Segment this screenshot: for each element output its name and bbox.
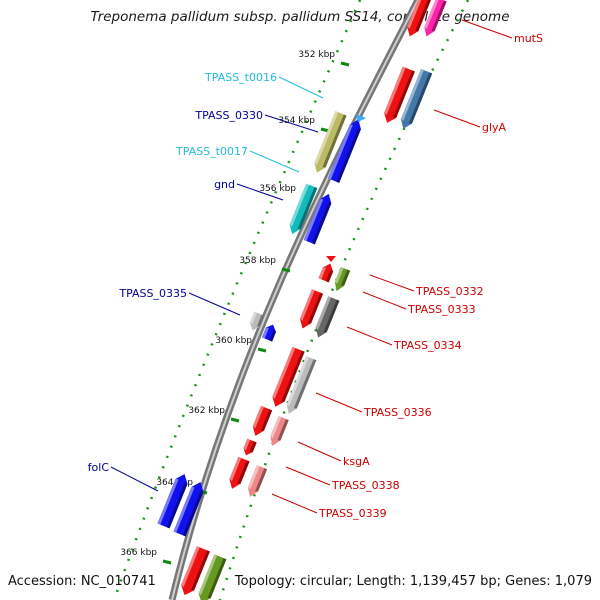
leader-line	[433, 109, 481, 128]
gene-TPASS_0332-a[interactable]	[318, 262, 336, 283]
leader-line	[271, 493, 318, 514]
leader-line	[297, 441, 342, 462]
gene-TPASS_0333-red[interactable]	[297, 289, 324, 331]
leader-line	[362, 291, 407, 310]
gene-label[interactable]: TPASS_0338	[331, 479, 400, 492]
leader-line	[110, 466, 159, 492]
tick-label: 356 kbp	[259, 184, 296, 194]
gene-label[interactable]: folC	[88, 461, 110, 474]
tick-label: 358 kbp	[239, 256, 276, 266]
leader-line	[249, 150, 300, 173]
leader-line	[264, 114, 319, 133]
gene-TPASS_0339[interactable]	[245, 465, 268, 499]
gene-label[interactable]: gnd	[214, 178, 235, 191]
gene-red-b[interactable]	[250, 405, 273, 438]
tick-mark	[230, 417, 240, 423]
gene-TPASS_0334[interactable]	[313, 296, 340, 339]
tick-label: 360 kbp	[215, 336, 252, 346]
gene-folC-a[interactable]	[157, 472, 190, 529]
gene-TPASS_t0016[interactable]	[311, 111, 347, 175]
gene-red-a[interactable]	[381, 66, 415, 126]
gene-label[interactable]: glyA	[482, 121, 507, 134]
gene-glyA[interactable]	[398, 69, 433, 131]
accession-label: Accession: NC_010741	[8, 574, 156, 589]
leader-line	[315, 392, 363, 413]
leader-line	[188, 292, 241, 316]
gene-label[interactable]: ksgA	[343, 455, 370, 468]
gene-label[interactable]: TPASS_0334	[393, 339, 462, 352]
gene-label[interactable]: TPASS_0333	[407, 303, 476, 316]
genome-summary: Topology: circular; Length: 1,139,457 bp…	[234, 574, 592, 589]
tick-mark	[340, 61, 350, 67]
tick-mark	[281, 267, 291, 273]
gene-TPASS_0336-red[interactable]	[269, 346, 305, 409]
leader-line	[236, 183, 284, 201]
inner-tick-guide	[112, 0, 362, 600]
tick-label: 352 kbp	[298, 50, 335, 60]
gene-label[interactable]: TPASS_0332	[415, 285, 484, 298]
gene-label[interactable]: TPASS_0335	[118, 287, 187, 300]
tick-mark	[257, 347, 267, 353]
gene-red-bottom[interactable]	[178, 546, 210, 598]
gene-label[interactable]: TPASS_0336	[363, 406, 432, 419]
leader-line	[369, 274, 415, 292]
gene-TPASS_0332[interactable]	[332, 267, 351, 293]
gene-mutS[interactable]	[421, 0, 447, 39]
leader-line	[278, 76, 324, 99]
tick-label: 366 kbp	[120, 548, 157, 558]
leader-line	[461, 19, 513, 39]
gene-TPASS_0338[interactable]	[226, 456, 250, 491]
gene-label[interactable]: TPASS_t0017	[175, 145, 248, 158]
tick-mark	[162, 559, 172, 565]
gene-label[interactable]: mutS	[514, 32, 543, 45]
gene-TPASS_0336[interactable]	[284, 356, 317, 416]
tick-label: 362 kbp	[188, 406, 225, 416]
trna-marker	[356, 114, 366, 122]
gene-green-bottom[interactable]	[196, 554, 227, 600]
gene-label[interactable]: TPASS_0330	[194, 109, 263, 122]
leader-line	[346, 326, 393, 346]
gene-label[interactable]: TPASS_0339	[318, 507, 387, 520]
gene-TPASS_0335-grey[interactable]	[248, 311, 265, 333]
gene-TPASS_0330[interactable]	[328, 117, 364, 183]
gene-gnd[interactable]	[303, 192, 335, 245]
gene-folC[interactable]	[173, 480, 206, 537]
gene-marker	[326, 256, 336, 262]
gene-gnd-cyan[interactable]	[287, 183, 318, 237]
gene-TPASS_0335[interactable]	[261, 323, 278, 342]
gene-ksgA-pink[interactable]	[267, 416, 289, 448]
leader-line	[285, 466, 331, 486]
gene-ksgA[interactable]	[241, 438, 257, 458]
gene-label[interactable]: TPASS_t0016	[204, 71, 277, 84]
gene-red-top-a[interactable]	[404, 0, 432, 39]
tick-label: 354 kbp	[278, 116, 315, 126]
